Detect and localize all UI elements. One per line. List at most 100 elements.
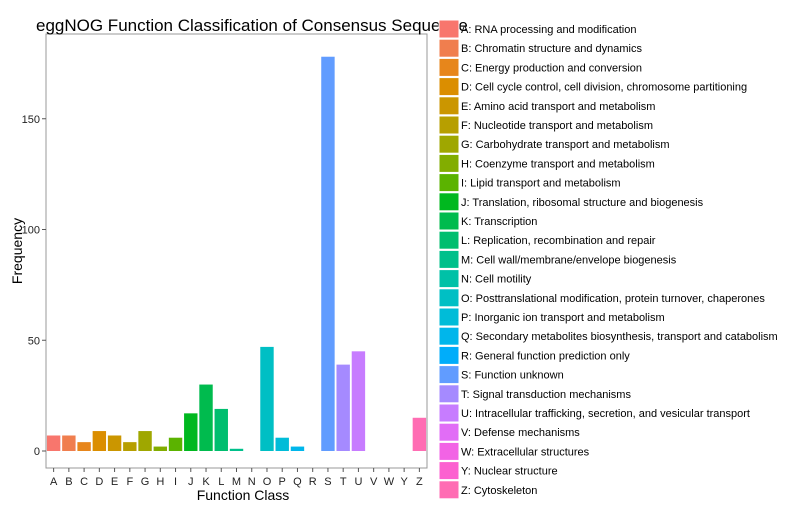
legend-label: J: Translation, ribosomal structure and … <box>461 197 704 209</box>
y-axis: 0 50 100 150 <box>22 114 46 458</box>
bar-O <box>260 346 274 451</box>
legend-label: O: Posttranslational modification, prote… <box>461 293 765 305</box>
legend: A: RNA processing and modification B: Chr… <box>438 19 778 500</box>
x-tick-label: L <box>218 476 224 488</box>
x-tick-label: V <box>370 476 378 488</box>
x-tick-label: I <box>174 476 177 488</box>
legend-label: Z: Cytoskeleton <box>461 485 537 497</box>
x-tick-label: C <box>80 476 88 488</box>
legend-key-N <box>438 269 460 289</box>
bar-F <box>123 442 137 451</box>
bar-M <box>229 448 244 451</box>
legend-label: V: Defense mechanisms <box>461 427 580 439</box>
x-tick-label: B <box>65 476 72 488</box>
bar-H <box>153 446 168 451</box>
legend-key-Y <box>438 461 460 481</box>
x-tick-label: K <box>202 476 210 488</box>
legend-label: G: Carbohydrate transport and metabolism <box>461 139 670 151</box>
legend-label: Q: Secondary metabolites biosynthesis, t… <box>461 331 778 343</box>
x-tick-label: E <box>111 476 118 488</box>
legend-label: I: Lipid transport and metabolism <box>461 178 621 190</box>
legend-label: M: Cell wall/membrane/envelope biogenesi… <box>461 254 677 266</box>
legend-label: D: Cell cycle control, cell division, ch… <box>461 82 747 94</box>
legend-label: Y: Nuclear structure <box>461 466 558 478</box>
legend-key-F <box>438 115 460 135</box>
x-tick-label: S <box>324 476 331 488</box>
x-tick-label: O <box>263 476 272 488</box>
bar-D <box>92 431 107 451</box>
legend-label: S: Function unknown <box>461 370 564 382</box>
y-tick-label: 100 <box>22 225 40 237</box>
x-axis-label: Function Class <box>197 487 290 503</box>
legend-key-M <box>438 249 460 269</box>
legend-label: L: Replication, recombination and repair <box>461 235 656 247</box>
legend-key-B <box>438 38 460 58</box>
legend-label: U: Intracellular trafficking, secretion,… <box>461 408 750 420</box>
legend-key-C <box>438 57 460 77</box>
legend-key-D <box>438 77 460 97</box>
bars-layer <box>46 56 427 451</box>
legend-key-T <box>438 384 460 404</box>
x-tick-label: W <box>384 476 395 488</box>
legend-key-G <box>438 134 460 154</box>
legend-label: C: Energy production and conversion <box>461 62 642 74</box>
x-tick-label: U <box>354 476 362 488</box>
x-tick-label: Z <box>416 476 423 488</box>
legend-key-E <box>438 96 460 116</box>
legend-label: E: Amino acid transport and metabolism <box>461 101 655 113</box>
bar-A <box>46 435 61 451</box>
legend-key-Z <box>438 480 460 500</box>
x-tick-label: F <box>126 476 133 488</box>
legend-label: B: Chromatin structure and dynamics <box>461 43 642 55</box>
bar-T <box>336 364 350 451</box>
legend-label: K: Transcription <box>461 216 537 228</box>
bar-G <box>138 431 152 451</box>
bar-Z <box>412 417 427 451</box>
x-tick-label: N <box>248 476 256 488</box>
legend-label: A: RNA processing and modification <box>461 24 636 36</box>
bar-S <box>321 56 335 451</box>
legend-key-S <box>438 365 460 385</box>
legend-key-W <box>438 441 460 461</box>
bar-P <box>275 437 289 451</box>
bar-E <box>107 435 122 451</box>
y-tick-label: 50 <box>28 335 40 347</box>
x-tick-label: Q <box>293 476 302 488</box>
x-tick-label: T <box>340 476 347 488</box>
y-tick-label: 0 <box>34 446 40 458</box>
legend-label: T: Signal transduction mechanisms <box>461 389 631 401</box>
legend-key-Q <box>438 326 460 346</box>
legend-key-P <box>438 307 460 327</box>
x-tick-label: P <box>279 476 286 488</box>
y-tick-label: 150 <box>22 114 40 126</box>
x-tick-label: A <box>50 476 58 488</box>
legend-key-J <box>438 192 460 212</box>
bar-J <box>184 413 198 451</box>
chart-title: eggNOG Function Classification of Consen… <box>36 16 468 35</box>
bar-U <box>351 351 366 451</box>
y-axis-label: Frequency <box>9 218 25 284</box>
legend-key-A <box>438 19 460 39</box>
legend-key-O <box>438 288 460 308</box>
legend-key-R <box>438 345 460 365</box>
x-tick-label: J <box>188 476 194 488</box>
x-tick-label: M <box>232 476 241 488</box>
legend-label: R: General function prediction only <box>461 350 630 362</box>
bar-Q <box>290 446 305 451</box>
x-tick-label: R <box>309 476 317 488</box>
legend-label: F: Nucleotide transport and metabolism <box>461 120 653 132</box>
legend-key-U <box>438 403 460 423</box>
x-tick-label: G <box>141 476 150 488</box>
x-tick-label: Y <box>400 476 408 488</box>
legend-key-V <box>438 422 460 442</box>
bar-K <box>199 384 213 451</box>
bar-C <box>77 442 91 451</box>
legend-label: H: Coenzyme transport and metabolism <box>461 158 655 170</box>
legend-key-L <box>438 230 460 250</box>
bar-L <box>214 408 228 451</box>
legend-label: N: Cell motility <box>461 274 532 286</box>
legend-label: P: Inorganic ion transport and metabolis… <box>461 312 665 324</box>
